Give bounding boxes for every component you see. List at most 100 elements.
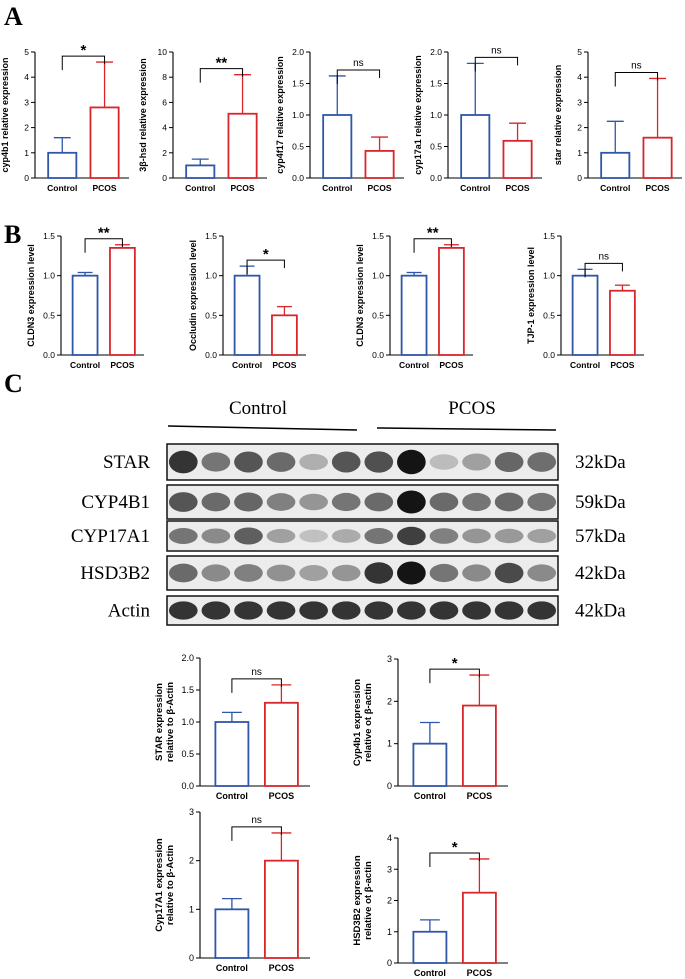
y-tick-label: 1.0 bbox=[43, 271, 55, 281]
blot-band bbox=[364, 601, 394, 620]
y-tick-label: 8 bbox=[162, 72, 167, 82]
y-tick-label: 4 bbox=[162, 123, 167, 133]
y-tick-label: 0.0 bbox=[205, 350, 217, 360]
blot-band bbox=[299, 529, 328, 543]
significance-label: * bbox=[452, 839, 458, 856]
blot-band bbox=[168, 601, 198, 620]
bar-control bbox=[460, 114, 491, 179]
y-tick-label: 3 bbox=[24, 97, 29, 107]
blot-band bbox=[429, 454, 459, 470]
blot-kda-label: 57kDa bbox=[575, 526, 626, 547]
blot-band bbox=[494, 451, 524, 473]
bar-control bbox=[322, 114, 353, 179]
y-tick-label: 2 bbox=[387, 896, 392, 906]
significance-label: ns bbox=[491, 45, 502, 56]
x-tick-label: Control bbox=[322, 183, 352, 193]
blot-band bbox=[397, 601, 426, 620]
y-tick-label: 1.5 bbox=[43, 231, 55, 241]
blot-band bbox=[266, 564, 296, 582]
significance-label: ns bbox=[353, 58, 364, 69]
blot-band bbox=[168, 527, 198, 545]
blot-band bbox=[331, 529, 361, 543]
significance-label: ** bbox=[98, 225, 110, 242]
blot-protein-label: STAR bbox=[103, 452, 150, 473]
blot-band bbox=[527, 528, 557, 544]
y-tick-label: 1.5 bbox=[292, 79, 304, 89]
blot-frame bbox=[166, 443, 559, 481]
y-tick-label: 2 bbox=[24, 123, 29, 133]
blot-row-cyp4b1: CYP4B1 59kDa bbox=[81, 484, 626, 520]
bar-pcos bbox=[609, 289, 636, 356]
blot-band bbox=[527, 564, 557, 582]
y-tick-label: 2 bbox=[189, 856, 194, 866]
blot-band bbox=[364, 562, 394, 584]
y-tick-label: 1.5 bbox=[430, 79, 442, 89]
significance-bracket bbox=[231, 826, 282, 841]
y-tick-label: 0.5 bbox=[205, 310, 217, 320]
bar-control bbox=[214, 721, 250, 787]
y-axis-label: Occludin expression level bbox=[188, 240, 198, 351]
significance-bracket bbox=[429, 668, 480, 684]
bar-pcos bbox=[502, 139, 533, 179]
panel-label-c: C bbox=[4, 369, 23, 398]
y-tick-label: 2.0 bbox=[430, 47, 442, 57]
blot-row-cyp17a1: CYP17A1 57kDa bbox=[71, 520, 626, 552]
x-tick-label: PCOS bbox=[269, 791, 295, 801]
blot-band bbox=[527, 492, 557, 512]
y-tick-label: 1 bbox=[577, 148, 582, 158]
blot-band bbox=[397, 561, 426, 585]
blot-kda-label: 42kDa bbox=[575, 601, 626, 622]
x-tick-label: PCOS bbox=[231, 183, 255, 193]
blot-band bbox=[494, 562, 524, 584]
blot-band bbox=[201, 601, 231, 620]
y-axis-label: STAR expressionrelative to β-Actin bbox=[154, 682, 176, 762]
bar-pcos bbox=[461, 704, 497, 787]
y-tick-label: 1.5 bbox=[181, 685, 194, 695]
chart-a4: 0.0 0.5 1.0 1.5 2.0 cyp17a1 relative expressi… bbox=[413, 45, 542, 193]
bar-pcos bbox=[263, 859, 299, 959]
y-tick-label: 1.5 bbox=[543, 231, 555, 241]
significance-label: ns bbox=[251, 815, 262, 826]
y-tick-label: 0.0 bbox=[372, 350, 384, 360]
panel-label-a: A bbox=[4, 2, 23, 31]
y-tick-label: 1.0 bbox=[292, 110, 304, 120]
x-tick-label: Control bbox=[414, 968, 446, 978]
blot-band bbox=[494, 528, 524, 544]
bar-pcos bbox=[109, 246, 136, 356]
bar-pcos bbox=[227, 112, 258, 179]
x-tick-label: PCOS bbox=[610, 360, 634, 370]
x-tick-label: PCOS bbox=[368, 183, 392, 193]
bar-pcos bbox=[89, 106, 120, 179]
y-tick-label: 0.5 bbox=[430, 142, 442, 152]
bar-pcos bbox=[461, 891, 497, 964]
significance-bracket bbox=[199, 68, 244, 83]
y-axis-label: CLDN3 expression level bbox=[355, 244, 365, 347]
chart-a5: 0 1 2 3 4 5 star relative expression Control PCO… bbox=[553, 47, 682, 193]
y-tick-label: 1.0 bbox=[181, 717, 194, 727]
chart-c3: 0 1 2 3 Cyp17A1 expressionrelative to β-Acti… bbox=[154, 807, 310, 973]
chart-a2: 0 2 4 6 8 10 3β-hsd relative expression Control… bbox=[138, 47, 267, 193]
y-axis-label: TJP-1 expression level bbox=[526, 247, 536, 344]
blot-band bbox=[364, 527, 394, 545]
bar-control bbox=[214, 908, 250, 959]
blot-band bbox=[494, 601, 524, 620]
bar-pcos bbox=[263, 701, 299, 787]
blot-band bbox=[462, 601, 491, 620]
blot-band bbox=[168, 450, 198, 474]
y-tick-label: 0.0 bbox=[543, 350, 555, 360]
significance-label: * bbox=[80, 42, 86, 59]
blot-band bbox=[462, 453, 491, 471]
blot-band bbox=[266, 452, 296, 472]
y-tick-label: 5 bbox=[577, 47, 582, 57]
y-axis-label: 3β-hsd relative expression bbox=[138, 58, 148, 172]
y-tick-label: 0.0 bbox=[292, 173, 304, 183]
chart-c1: 0.0 0.5 1.0 1.5 2.0 STAR expressionrelative t… bbox=[154, 653, 310, 801]
blot-band bbox=[429, 492, 459, 512]
y-axis-label-line: Cyp4b1 expression bbox=[352, 679, 363, 766]
significance-label: ns bbox=[598, 251, 609, 262]
blot-band bbox=[299, 564, 328, 582]
blot-band bbox=[201, 564, 231, 582]
y-tick-label: 0 bbox=[387, 958, 392, 968]
y-tick-label: 0.5 bbox=[372, 310, 384, 320]
significance-label: * bbox=[452, 655, 458, 672]
